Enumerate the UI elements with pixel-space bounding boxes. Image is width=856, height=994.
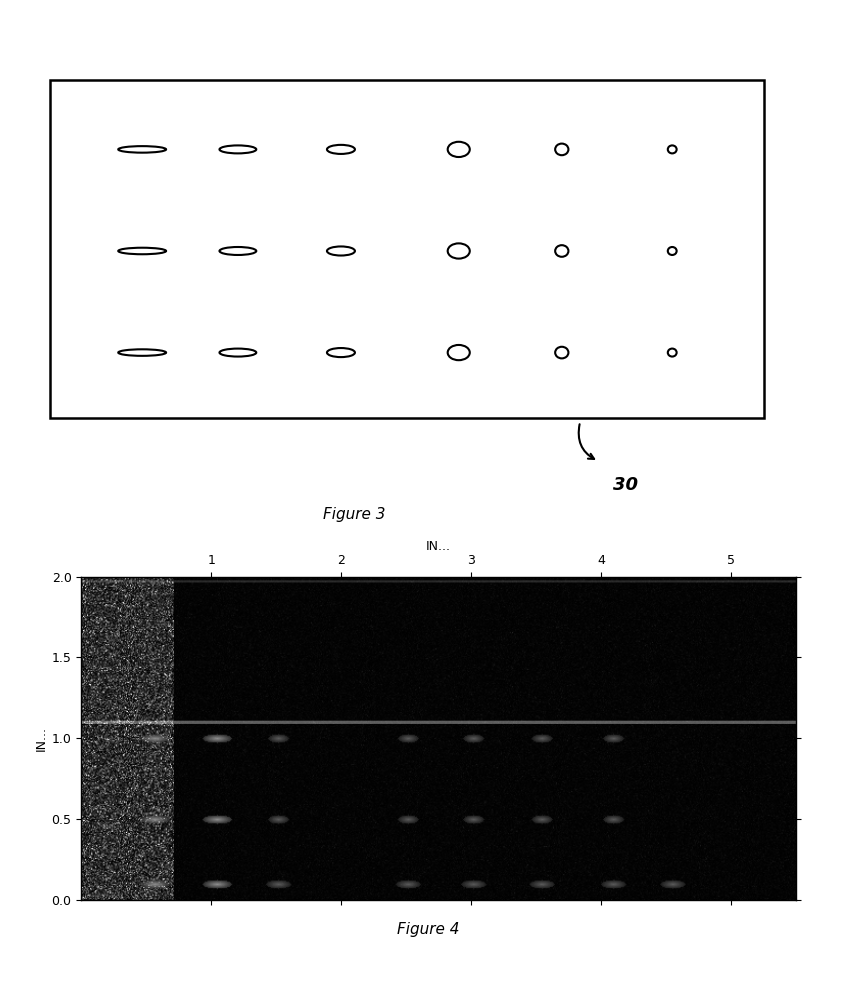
Ellipse shape — [668, 247, 676, 255]
Ellipse shape — [668, 349, 676, 357]
FancyBboxPatch shape — [51, 81, 764, 417]
X-axis label: IN...: IN... — [426, 540, 451, 553]
Ellipse shape — [556, 143, 568, 155]
Ellipse shape — [556, 246, 568, 256]
Ellipse shape — [327, 247, 355, 255]
Ellipse shape — [668, 145, 676, 153]
Ellipse shape — [448, 345, 470, 360]
Ellipse shape — [118, 349, 166, 356]
Ellipse shape — [118, 146, 166, 153]
Text: 30: 30 — [613, 476, 639, 494]
Ellipse shape — [556, 347, 568, 359]
Ellipse shape — [448, 244, 470, 258]
Ellipse shape — [327, 348, 355, 357]
Ellipse shape — [448, 142, 470, 157]
Ellipse shape — [118, 248, 166, 254]
Text: Figure 3: Figure 3 — [323, 508, 385, 523]
Y-axis label: IN...: IN... — [34, 726, 47, 750]
Ellipse shape — [219, 349, 256, 357]
Text: Figure 4: Figure 4 — [396, 922, 460, 937]
Ellipse shape — [327, 145, 355, 154]
Ellipse shape — [219, 145, 256, 153]
Ellipse shape — [219, 247, 256, 255]
